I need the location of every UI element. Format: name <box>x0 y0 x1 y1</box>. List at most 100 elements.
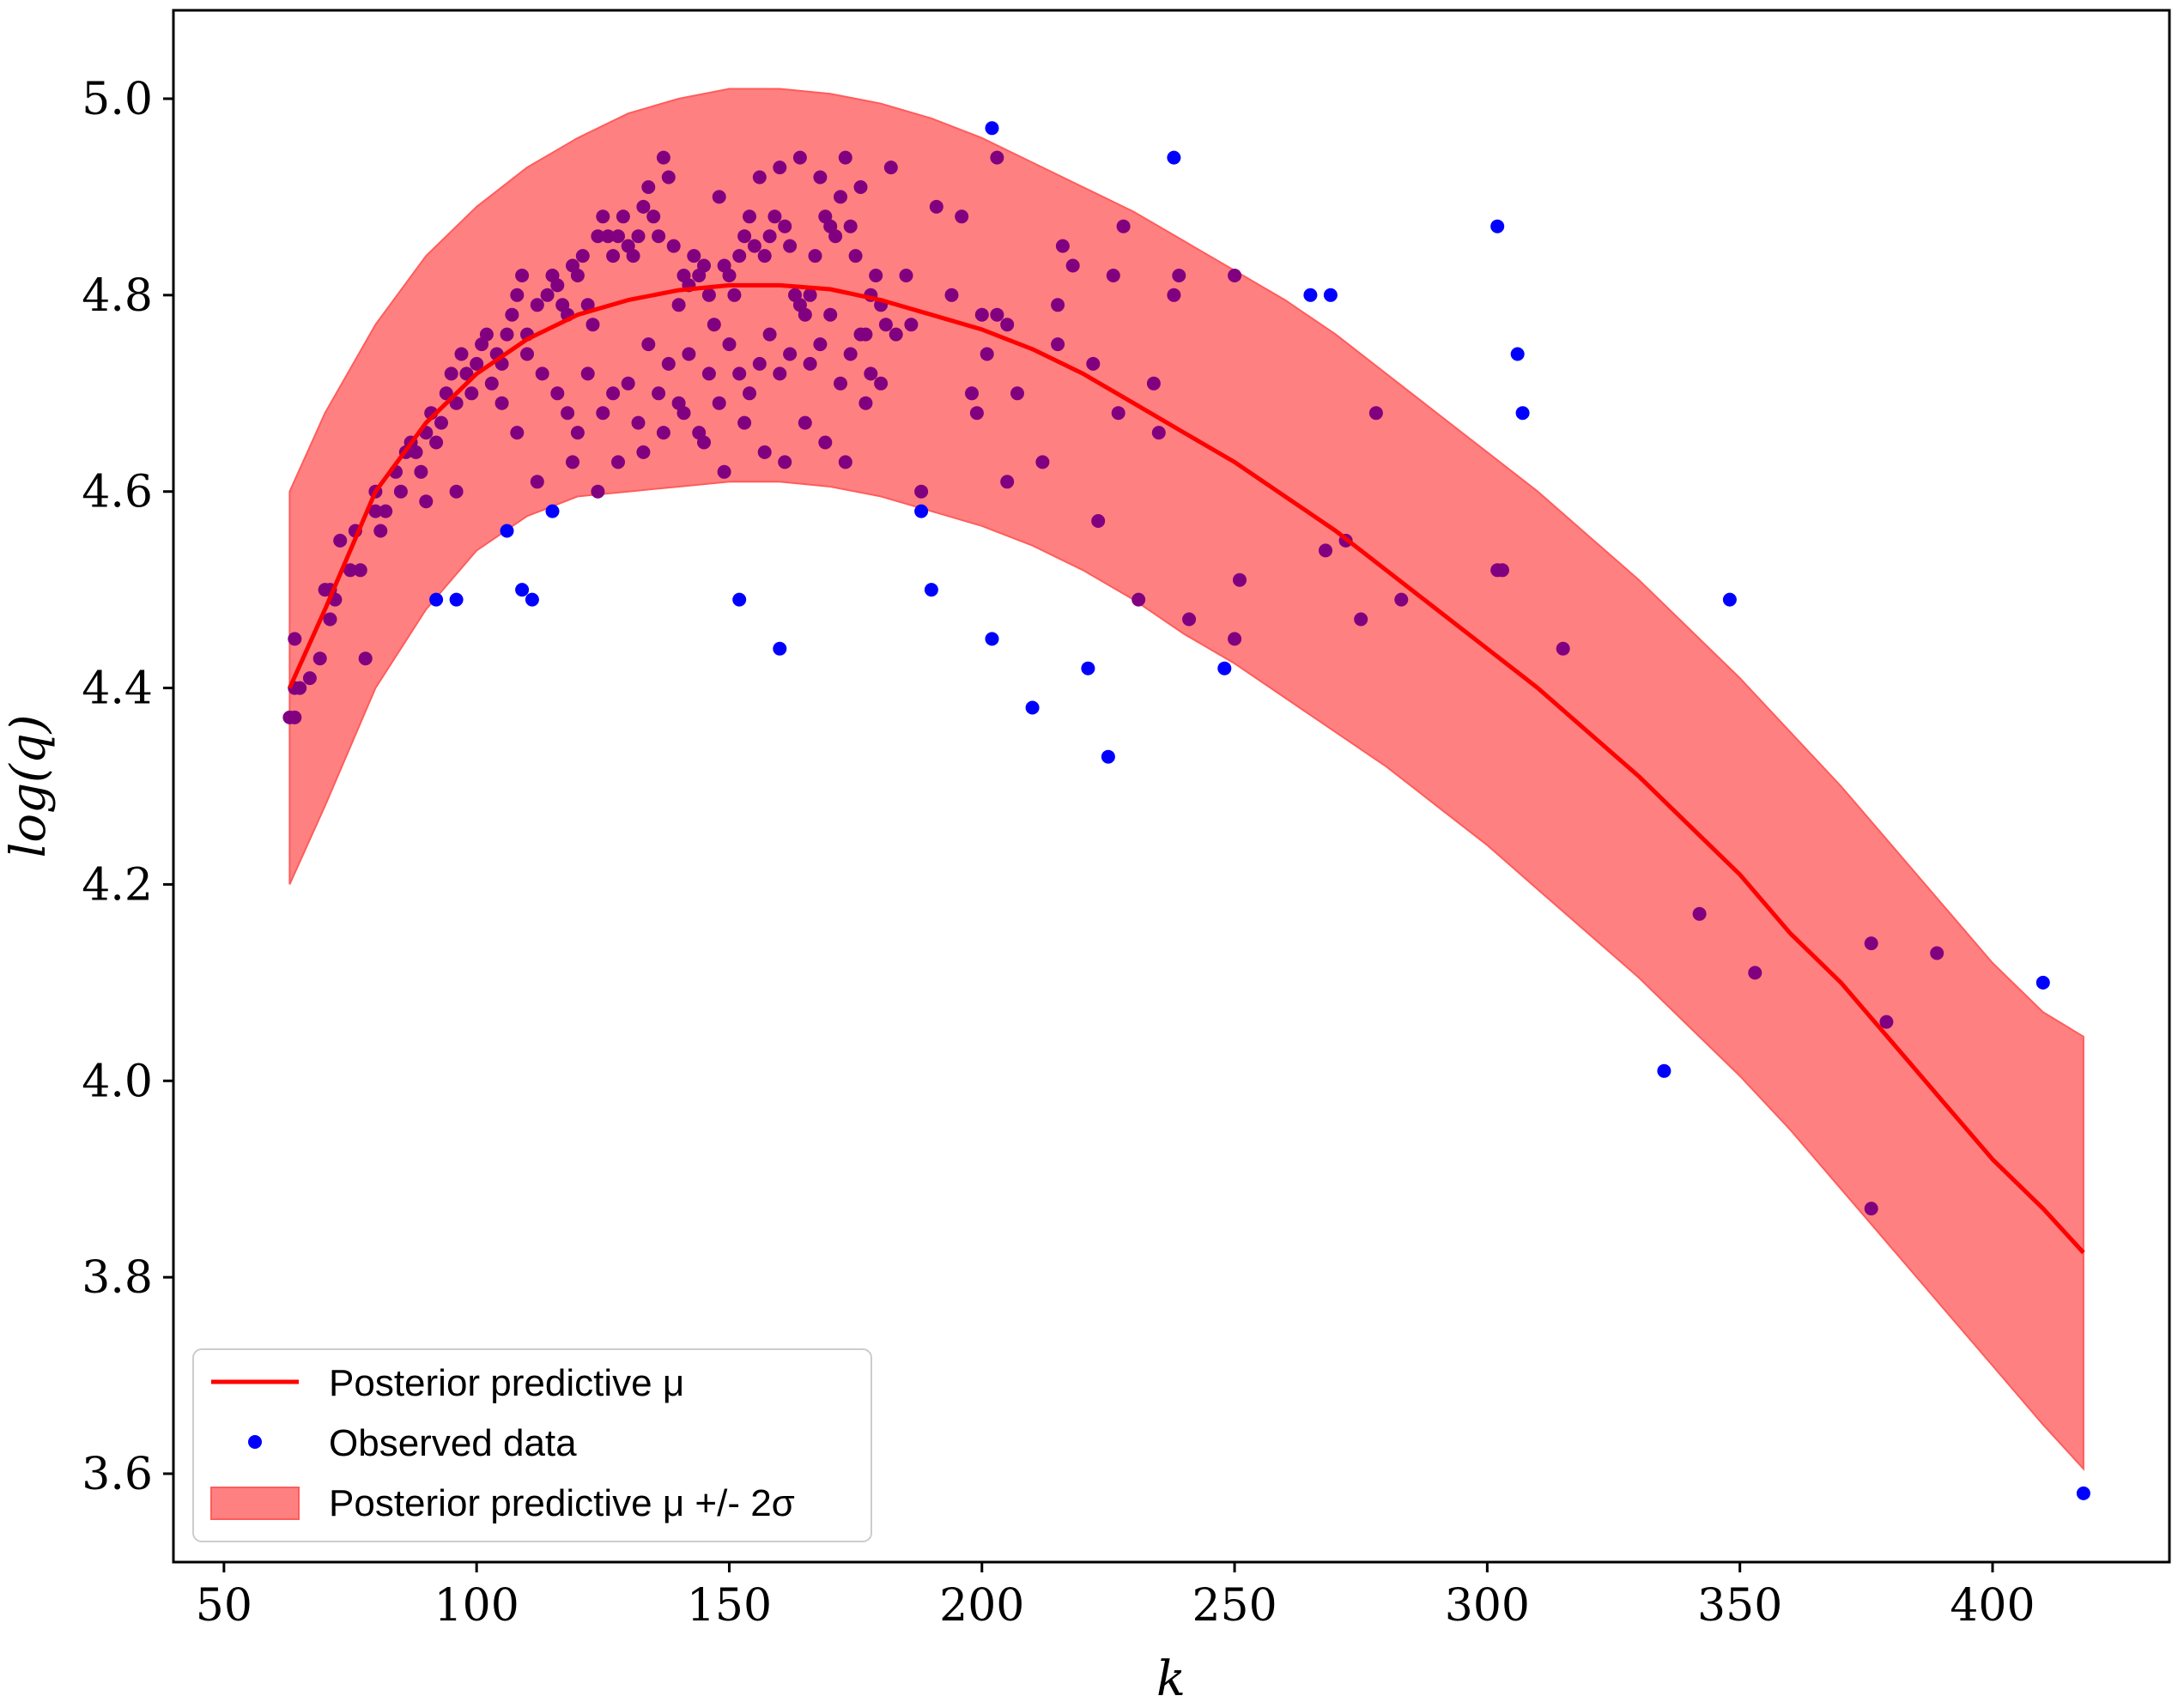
observed-point-185 <box>980 347 994 361</box>
observed-point-110 <box>843 219 858 233</box>
observed-point-81 <box>697 258 711 273</box>
observed-point-222 <box>2035 975 2050 990</box>
observed-point-243 <box>1722 592 1737 607</box>
observed-point-206 <box>1228 632 1242 646</box>
observed-point-147 <box>792 298 807 312</box>
y-tick-label-5: 5.0 <box>82 74 153 125</box>
observed-point-239 <box>1490 219 1505 233</box>
observed-point-127 <box>580 366 595 381</box>
observed-point-5 <box>302 671 317 686</box>
x-tick-label-400: 400 <box>1950 1580 2035 1632</box>
observed-point-30 <box>434 415 448 430</box>
observed-point-241 <box>1515 406 1530 421</box>
observed-point-130 <box>621 376 635 391</box>
observed-point-204 <box>1182 612 1197 627</box>
observed-point-225 <box>732 592 747 607</box>
observed-point-136 <box>682 347 696 361</box>
observed-point-138 <box>701 366 716 381</box>
observed-point-107 <box>828 229 843 244</box>
observed-point-70 <box>641 180 656 194</box>
observed-point-128 <box>596 406 610 421</box>
observed-point-98 <box>783 239 798 253</box>
observed-point-205 <box>1228 269 1242 282</box>
observed-point-50 <box>540 288 555 302</box>
observed-point-115 <box>869 269 883 282</box>
legend: Posterior predictive μ Observed data Pos… <box>192 1348 872 1542</box>
observed-point-174 <box>858 396 873 410</box>
observed-point-176 <box>449 592 464 607</box>
observed-point-133 <box>652 386 666 401</box>
observed-point-62 <box>601 229 616 244</box>
observed-point-219 <box>1864 936 1878 951</box>
line-layer <box>288 282 2085 1255</box>
observed-point-232 <box>1101 749 1115 764</box>
legend-marker-swatch <box>248 1435 262 1449</box>
x-tick-label-150: 150 <box>687 1580 772 1632</box>
observed-point-41 <box>484 376 499 391</box>
observed-point-84 <box>712 190 726 204</box>
observed-point-189 <box>1010 386 1024 401</box>
observed-point-212 <box>1368 406 1383 421</box>
observed-point-125 <box>561 406 575 421</box>
observed-point-88 <box>732 249 747 263</box>
observed-point-234 <box>1217 661 1232 675</box>
observed-point-244 <box>1864 1202 1878 1216</box>
observed-point-146 <box>783 347 798 361</box>
observed-point-57 <box>575 249 590 263</box>
observed-point-129 <box>606 386 621 401</box>
observed-point-52 <box>550 278 565 293</box>
band-layer <box>288 88 2084 1471</box>
legend-entry-mean: Posterior predictive μ <box>329 1362 684 1404</box>
observed-point-79 <box>687 249 701 263</box>
observed-point-94 <box>762 229 777 244</box>
observed-point-47 <box>515 269 530 282</box>
observed-point-17 <box>373 524 388 538</box>
observed-point-82 <box>701 288 716 302</box>
observed-point-123 <box>535 366 549 381</box>
observed-point-193 <box>1055 239 1070 253</box>
observed-point-192 <box>1051 298 1065 312</box>
observed-point-139 <box>712 396 726 410</box>
observed-point-168 <box>737 415 752 430</box>
observed-point-134 <box>661 356 676 371</box>
observed-point-188 <box>1000 475 1015 489</box>
observed-point-68 <box>631 229 646 244</box>
observed-point-35 <box>454 347 469 361</box>
observed-point-121 <box>904 318 919 332</box>
y-tick-label-3.6: 3.6 <box>82 1449 153 1500</box>
observed-point-203 <box>1172 269 1186 282</box>
observed-point-103 <box>808 249 822 263</box>
observed-point-71 <box>646 209 661 224</box>
observed-point-236 <box>990 150 1004 165</box>
x-tick-label-350: 350 <box>1697 1580 1782 1632</box>
observed-point-65 <box>616 209 630 224</box>
observed-point-167 <box>717 464 731 479</box>
ticks-layer: 50 100 150 200 250 300 350 400 3.6 3.8 4.0 4.2 4.4 4.… <box>82 74 2035 1632</box>
observed-point-14 <box>358 651 373 666</box>
observed-point-87 <box>727 288 742 302</box>
observed-point-100 <box>792 150 807 165</box>
observed-point-132 <box>641 337 656 352</box>
x-tick-label-300: 300 <box>1445 1580 1530 1632</box>
observed-point-67 <box>626 249 640 263</box>
observed-point-240 <box>1510 347 1525 361</box>
observed-point-46 <box>510 288 525 302</box>
observed-point-74 <box>661 170 676 185</box>
observed-point-165 <box>676 406 691 421</box>
observed-point-154 <box>864 366 878 381</box>
observed-point-83 <box>707 318 721 332</box>
observed-point-218 <box>1748 966 1762 980</box>
observed-point-69 <box>636 199 651 214</box>
observed-point-200 <box>1146 376 1161 391</box>
observed-point-124 <box>550 386 565 401</box>
observed-point-144 <box>762 327 777 342</box>
observed-point-160 <box>566 455 579 469</box>
observed-point-13 <box>353 563 367 578</box>
y-tick-label-4.8: 4.8 <box>82 270 153 322</box>
observed-point-177 <box>500 524 514 538</box>
observed-point-33 <box>449 396 464 410</box>
predictive-band-2sigma <box>288 88 2084 1471</box>
observed-point-198 <box>1111 406 1125 421</box>
observed-point-11 <box>333 533 348 548</box>
